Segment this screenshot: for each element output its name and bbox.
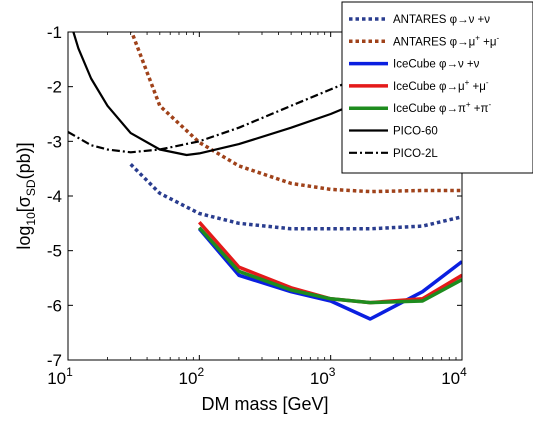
legend-text-5: PICO-60 xyxy=(393,126,438,138)
legend-sup2-3: - xyxy=(486,78,489,87)
legend-label-5: PICO-60 xyxy=(393,126,438,138)
series-line-0 xyxy=(129,163,462,231)
legend-text-6: PICO-2L xyxy=(393,148,438,160)
y-label-mid: [σ xyxy=(14,196,34,212)
legend-text-3: IceCube φ→μ xyxy=(393,81,465,93)
y-tick-label-2: -5 xyxy=(47,242,62,261)
y-tick-label-3: -4 xyxy=(47,187,62,206)
legend-mid-3: +μ xyxy=(469,81,486,93)
x-tick-label-1: 102 xyxy=(179,365,205,388)
legend-sup2-4: - xyxy=(488,100,491,109)
y-label-sub2: SD xyxy=(24,179,38,196)
x-tick-exp-2: 3 xyxy=(329,365,336,379)
legend-mid-1: +μ xyxy=(480,36,497,48)
x-tick-base-2: 10 xyxy=(310,369,329,388)
legend-sup2-1: - xyxy=(496,33,499,42)
legend-label-6: PICO-2L xyxy=(393,148,438,160)
series-line-4 xyxy=(198,226,462,305)
legend-sup1-3: + xyxy=(465,78,470,87)
legend-label-2: IceCube φ→ν +ν xyxy=(393,59,480,71)
x-tick-base-1: 10 xyxy=(179,369,198,388)
legend-label-0: ANTARES φ→ν +ν xyxy=(393,14,490,26)
series-line-2 xyxy=(197,227,462,321)
legend-label-3: IceCube φ→μ+ +μ- xyxy=(393,78,489,93)
y-label-pre: log xyxy=(14,226,34,250)
x-tick-exp-3: 4 xyxy=(460,365,467,379)
x-tick-base-3: 10 xyxy=(441,369,460,388)
y-tick-label-1: -6 xyxy=(47,296,62,315)
x-tick-label-2: 103 xyxy=(310,365,336,388)
legend-sup1-4: + xyxy=(466,100,471,109)
x-tick-exp-1: 2 xyxy=(197,365,204,379)
legend-text-0: ANTARES φ→ν +ν xyxy=(393,14,490,26)
ticks-layer: 101 102 103 104-7-6-5-4-3-2-1 xyxy=(47,23,467,388)
x-tick-exp-0: 1 xyxy=(66,365,73,379)
x-tick-base-0: 10 xyxy=(47,369,66,388)
y-tick-label-5: -2 xyxy=(47,78,62,97)
legend-text-4: IceCube φ→π xyxy=(393,103,466,115)
series-line-1 xyxy=(129,32,462,194)
legend-label-4: IceCube φ→π+ +π- xyxy=(393,100,491,115)
legend-text-1: ANTARES φ→μ xyxy=(393,36,475,48)
y-label-post: (pb)] xyxy=(14,142,34,179)
y-tick-label-6: -1 xyxy=(47,23,62,42)
x-tick-label-3: 104 xyxy=(441,365,467,388)
x-axis-label: DM mass [GeV] xyxy=(201,394,328,414)
legend-text-2: IceCube φ→ν +ν xyxy=(393,59,480,71)
y-axis-label: log10[σSD(pb)] xyxy=(14,142,38,249)
y-label-sub1: 10 xyxy=(24,212,38,226)
y-tick-label-0: -7 xyxy=(47,351,62,370)
y-tick-label-4: -3 xyxy=(47,132,62,151)
legend-label-1: ANTARES φ→μ+ +μ- xyxy=(393,33,499,48)
legend-mid-4: +π xyxy=(471,103,489,115)
x-tick-label-0: 101 xyxy=(47,365,73,388)
legend-sup1-1: + xyxy=(475,33,480,42)
